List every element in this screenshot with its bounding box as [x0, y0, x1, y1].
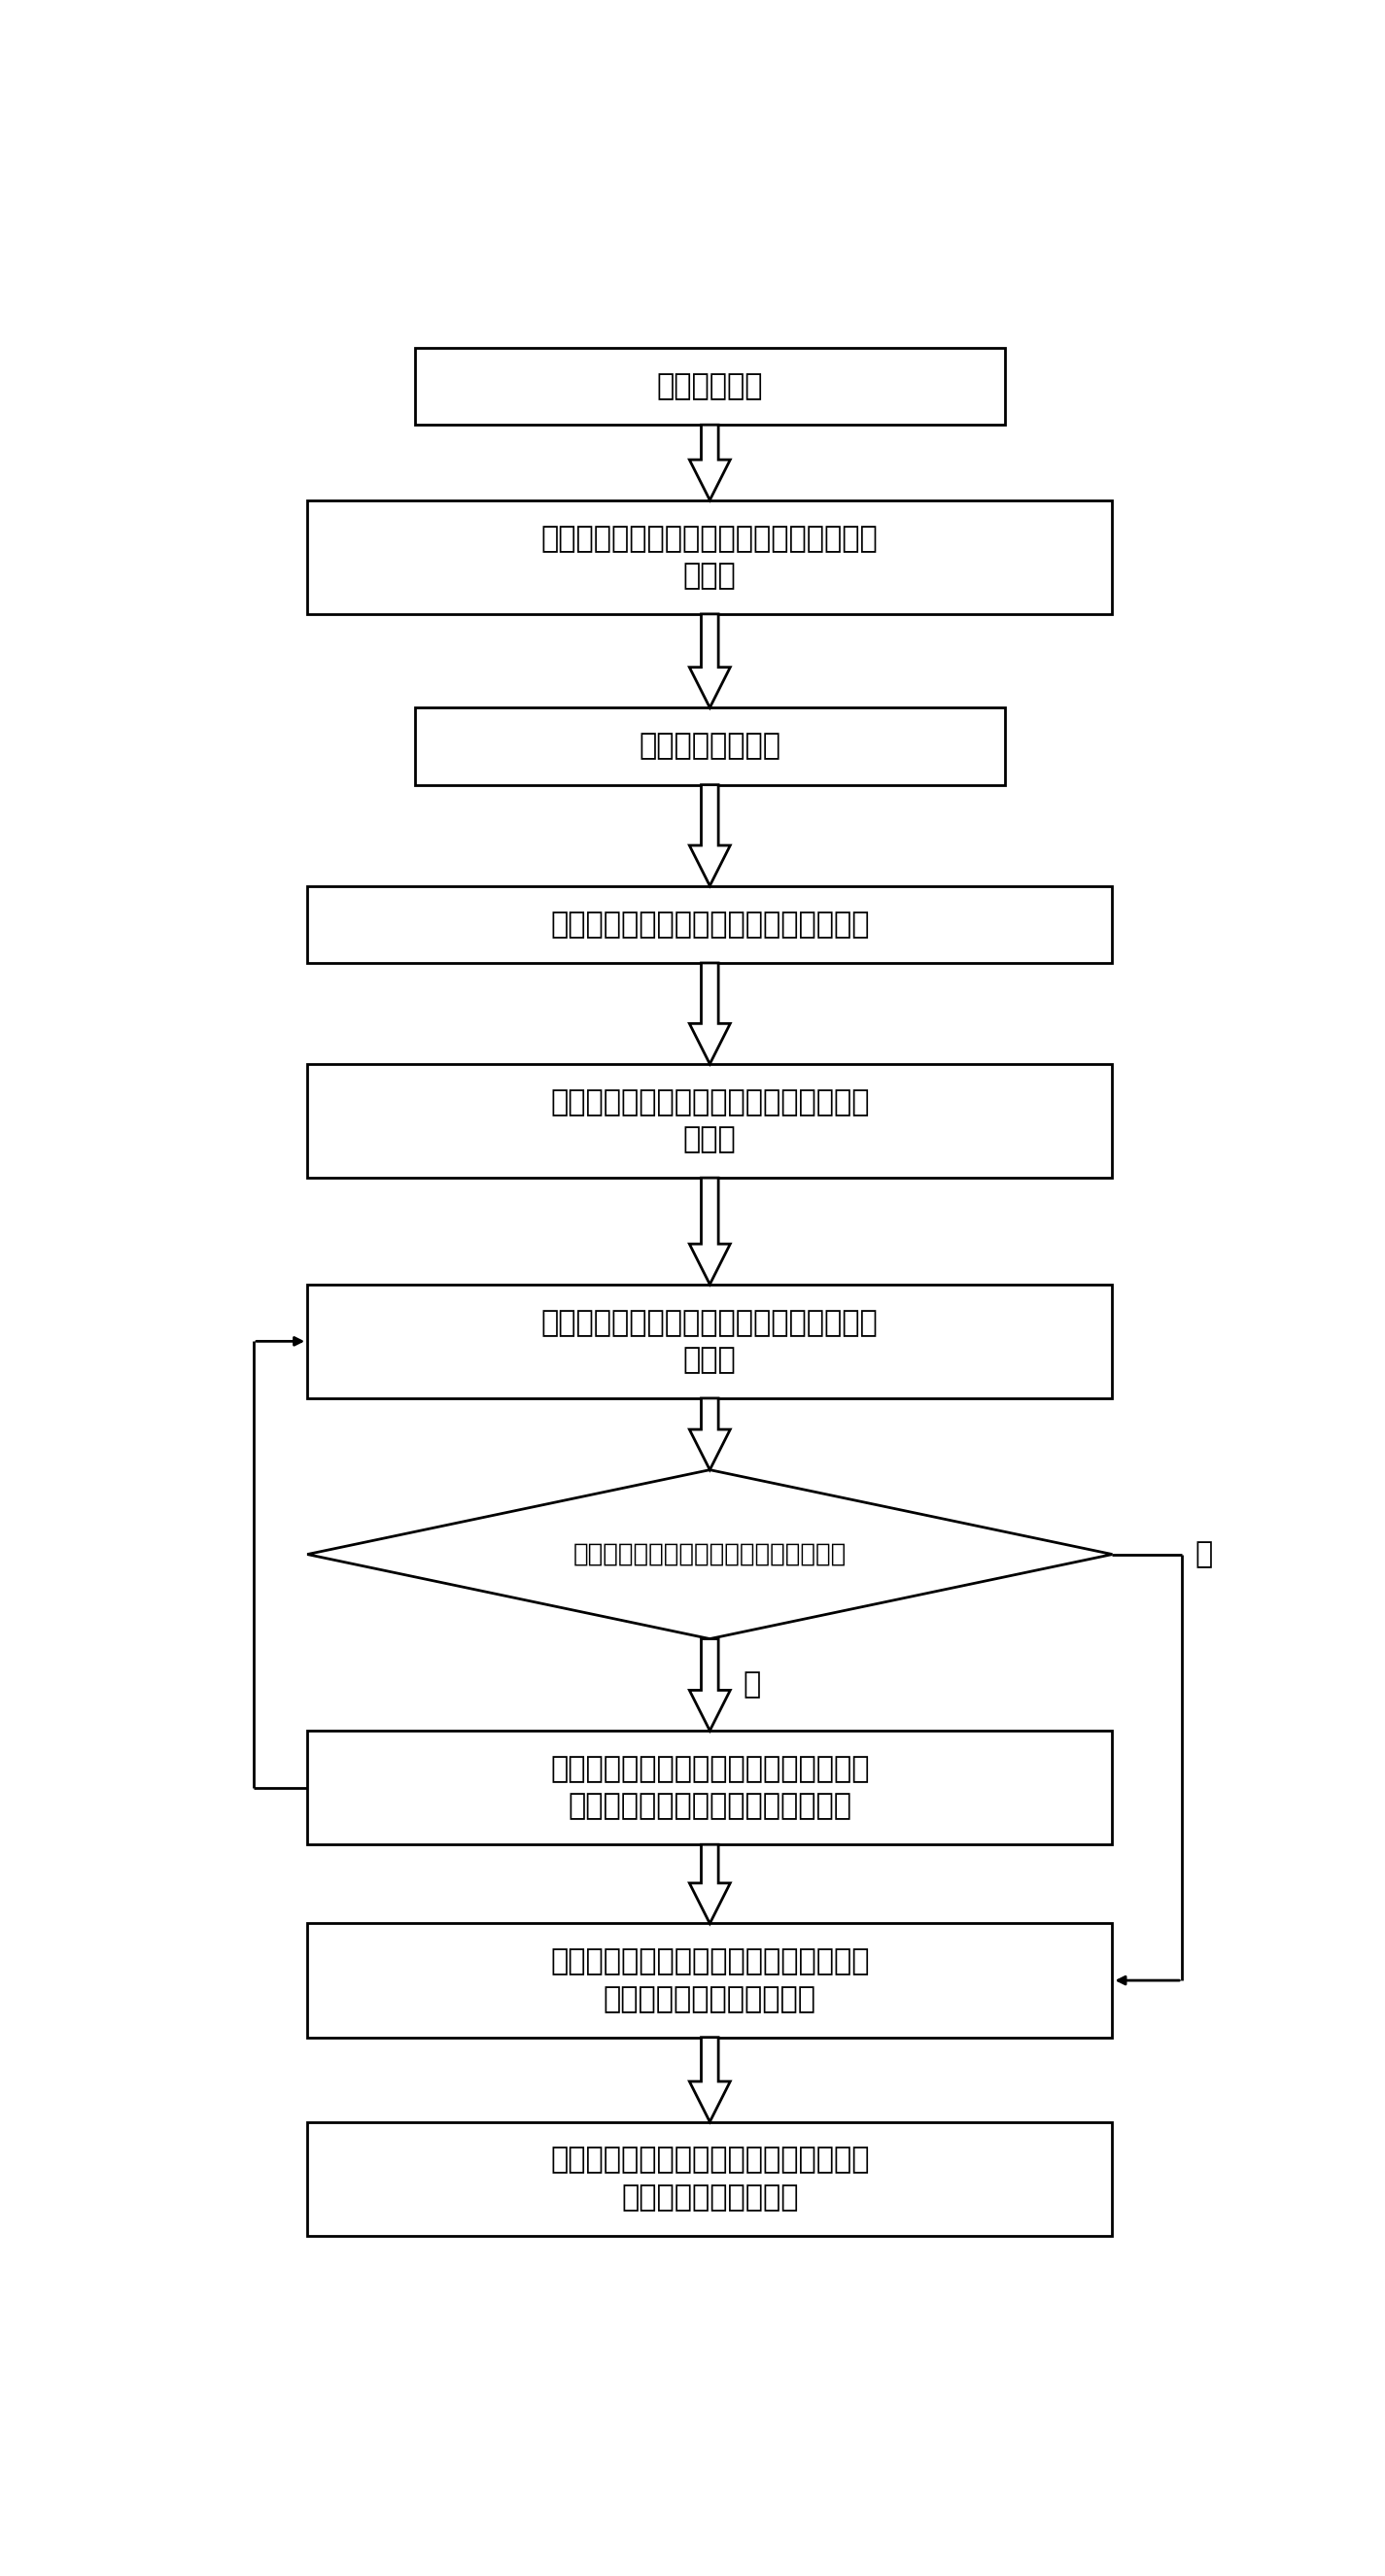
Polygon shape: [690, 613, 730, 708]
Text: 铸型镂空设计: 铸型镂空设计: [656, 371, 763, 399]
Text: 满足铸件受控单元温度梯度或热节要求？: 满足铸件受控单元温度梯度或热节要求？: [573, 1540, 846, 1566]
Polygon shape: [690, 1399, 730, 1471]
Bar: [307, 1731, 1112, 1844]
Text: 铸造中按各铸型表面受控单元受控表面的
强制冷却条件进行控制: 铸造中按各铸型表面受控单元受控表面的 强制冷却条件进行控制: [550, 2146, 870, 2210]
Polygon shape: [307, 1471, 1112, 1638]
Bar: [307, 886, 1112, 963]
Bar: [414, 348, 1006, 425]
Text: 记录所有铸件受控单元对应的铸型表面受
控单元受控表面的冷却条件: 记录所有铸件受控单元对应的铸型表面受 控单元受控表面的冷却条件: [550, 1947, 870, 2012]
Bar: [414, 708, 1006, 786]
Bar: [307, 1285, 1112, 1399]
Bar: [307, 2123, 1112, 2236]
Polygon shape: [690, 963, 730, 1064]
Bar: [307, 1924, 1112, 2038]
Text: 判断铸件受控单元: 判断铸件受控单元: [638, 732, 781, 760]
Bar: [307, 500, 1112, 613]
Text: 是: 是: [1195, 1540, 1213, 1569]
Polygon shape: [690, 1177, 730, 1285]
Text: 否: 否: [744, 1672, 760, 1698]
Text: 步进更新不满足要求铸件受控单元对应的
铸型表面受控单元控制冷却边界条件: 步进更新不满足要求铸件受控单元对应的 铸型表面受控单元控制冷却边界条件: [550, 1754, 870, 1821]
Text: 基于有限差分的铸件与镂空铸型铸造过程数
值模拟: 基于有限差分的铸件与镂空铸型铸造过程数 值模拟: [542, 526, 878, 590]
Bar: [307, 1064, 1112, 1177]
Text: 基于有限差分的铸件与镂空铸型铸造过程数
值模拟: 基于有限差分的铸件与镂空铸型铸造过程数 值模拟: [542, 1309, 878, 1373]
Polygon shape: [690, 1638, 730, 1731]
Text: 设定铸型受控单元受控表面的控制冷却边
界条件: 设定铸型受控单元受控表面的控制冷却边 界条件: [550, 1087, 870, 1154]
Polygon shape: [690, 425, 730, 500]
Polygon shape: [690, 2038, 730, 2123]
Text: 外推到镂空铸型表面受控单元和受控表面: 外推到镂空铸型表面受控单元和受控表面: [550, 909, 870, 938]
Polygon shape: [690, 1844, 730, 1924]
Polygon shape: [690, 786, 730, 886]
